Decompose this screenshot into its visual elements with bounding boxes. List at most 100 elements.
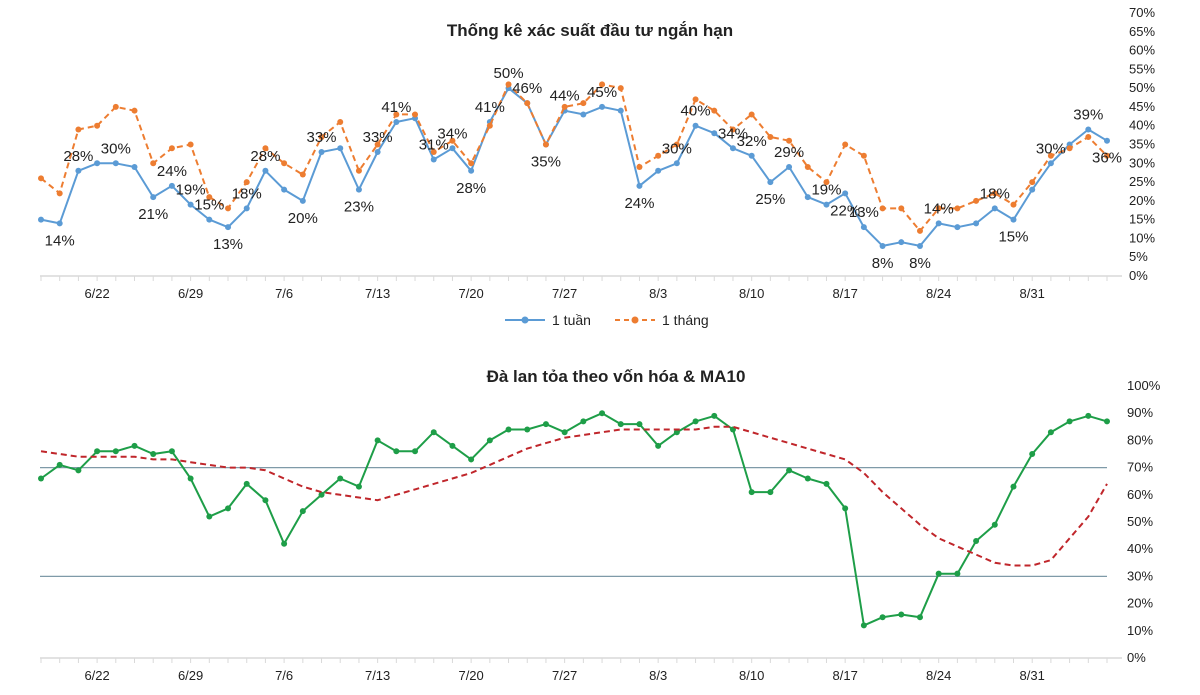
data-label: 32%: [737, 133, 767, 150]
data-point: [655, 442, 662, 449]
data-point: [505, 426, 512, 433]
x-tick-label: 7/6: [275, 286, 293, 301]
data-point: [150, 160, 157, 167]
series-ma10: [40, 425, 1108, 567]
data-point: [973, 220, 980, 227]
data-point: [1066, 145, 1073, 152]
data-point: [879, 205, 886, 212]
data-point: [991, 521, 998, 528]
data-point: [150, 451, 157, 457]
data-label: 14%: [45, 232, 75, 249]
data-point: [786, 467, 793, 474]
data-label: 41%: [381, 99, 411, 116]
data-point: [430, 156, 437, 163]
data-point: [711, 412, 718, 419]
data-point: [150, 194, 157, 201]
y-tick-label: 40%: [1129, 118, 1155, 133]
data-point: [430, 429, 437, 436]
y-tick-label: 10%: [1129, 230, 1155, 245]
data-label: 18%: [980, 185, 1010, 202]
data-point: [692, 122, 699, 129]
data-point: [673, 429, 680, 436]
data-label: 41%: [475, 99, 505, 116]
x-tick-label: 7/13: [365, 668, 390, 683]
x-tick-label: 8/31: [1020, 286, 1045, 301]
data-point: [75, 167, 82, 174]
data-point: [655, 152, 662, 159]
y-tick-label: 0%: [1127, 650, 1146, 665]
data-label: 34%: [437, 125, 467, 142]
data-point: [860, 152, 867, 159]
data-point: [954, 224, 961, 231]
data-point: [56, 461, 63, 468]
data-point: [860, 622, 867, 629]
data-point: [168, 182, 175, 189]
y-tick-label: 30%: [1129, 155, 1155, 170]
data-point: [318, 491, 325, 498]
data-point: [281, 540, 288, 547]
data-point: [1085, 412, 1092, 419]
data-point: [954, 205, 961, 212]
data-point: [599, 410, 606, 417]
data-label: 25%: [755, 191, 785, 208]
data-point: [168, 145, 175, 152]
x-tick-label: 8/10: [739, 286, 764, 301]
data-label: 35%: [531, 154, 561, 171]
data-point: [599, 103, 606, 110]
series-line-1-tuan: [40, 87, 1108, 247]
data-point: [1104, 152, 1110, 159]
series-1-tuan: [38, 85, 1110, 249]
data-point: [1047, 152, 1054, 159]
data-point: [617, 107, 624, 114]
data-point: [935, 220, 942, 227]
data-point: [898, 205, 905, 212]
data-point: [1085, 133, 1092, 140]
data-label: 8%: [909, 255, 931, 272]
data-point: [225, 224, 232, 231]
data-point: [131, 164, 138, 171]
breadth-chart: Đà lan tỏa theo vốn hóa & MA10 0% 10% 20% 3…: [0, 360, 1200, 695]
data-label: 20%: [288, 210, 318, 227]
data-label: 36%: [1092, 150, 1122, 167]
data-point: [1010, 201, 1017, 208]
data-point: [281, 160, 288, 167]
data-label: 21%: [138, 206, 168, 223]
chart-title: Đà lan tỏa theo vốn hóa & MA10: [487, 367, 746, 386]
y-tick-label: 20%: [1127, 596, 1153, 611]
data-point: [112, 160, 119, 167]
data-point: [38, 175, 44, 182]
data-point: [299, 197, 306, 204]
data-point: [973, 197, 980, 204]
data-label: 31%: [419, 137, 449, 154]
data-point: [355, 483, 362, 490]
data-point: [187, 201, 194, 208]
x-tick-label: 8/3: [649, 286, 667, 301]
data-point: [412, 111, 419, 118]
series-line-da-lan-toa: [40, 412, 1108, 627]
y-tick-label: 50%: [1127, 514, 1153, 529]
data-point: [842, 505, 849, 512]
data-point: [748, 489, 755, 496]
data-point: [38, 216, 44, 223]
data-point: [412, 448, 419, 455]
data-point: [692, 96, 699, 103]
data-point: [673, 141, 680, 148]
data-point: [524, 426, 531, 433]
data-point: [898, 611, 905, 618]
data-point: [692, 418, 699, 425]
data-point: [879, 242, 886, 249]
data-point: [393, 118, 400, 125]
data-point: [804, 475, 811, 482]
data-point: [804, 164, 811, 171]
data-point: [318, 133, 325, 140]
data-point: [898, 239, 905, 246]
data-point: [187, 475, 194, 482]
x-tick-label: 8/24: [926, 286, 951, 301]
data-label: 24%: [624, 195, 654, 212]
legend: 1 tuần 1 tháng: [505, 312, 709, 328]
data-point: [916, 227, 923, 234]
series-line-1-thang: [40, 83, 1108, 232]
data-point: [337, 118, 344, 125]
data-point: [935, 205, 942, 212]
data-point: [468, 456, 475, 463]
